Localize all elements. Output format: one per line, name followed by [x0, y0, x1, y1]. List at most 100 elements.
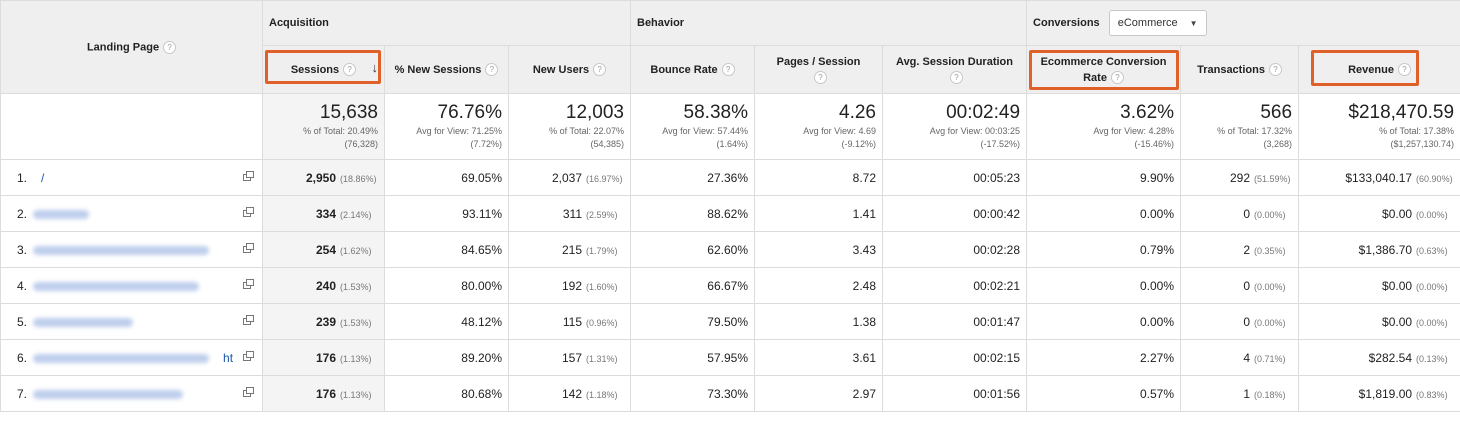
row-index: 5. [17, 314, 28, 329]
open-external-icon[interactable] [243, 387, 254, 397]
open-external-icon[interactable] [243, 315, 254, 325]
pct-new-sessions-cell: 93.11% [384, 195, 509, 232]
transactions-cell: 0 (0.00%) [1180, 303, 1300, 340]
pages-session-cell: 2.48 [754, 267, 883, 304]
help-icon[interactable]: ? [1268, 63, 1282, 77]
conversions-group-header: Conversions eCommerce ▼ [1026, 0, 1460, 46]
revenue-cell: $1,386.70 (0.63%) [1298, 231, 1460, 268]
ecommerce-rate-cell: 2.27% [1026, 339, 1182, 376]
pages-session-cell: 2.97 [754, 375, 883, 412]
redacted-url[interactable] [33, 245, 210, 255]
new-users-column-header[interactable]: New Users? [508, 45, 631, 94]
conversions-dropdown[interactable]: eCommerce ▼ [1108, 10, 1207, 36]
pct-new-sessions-column-header[interactable]: % New Sessions? [384, 45, 509, 94]
ecommerce-rate-highlight-box [1029, 50, 1180, 90]
help-icon[interactable]: ? [163, 40, 177, 54]
avg-duration-cell: 00:01:47 [881, 303, 1028, 340]
ecommerce-rate-cell: 0.00% [1026, 267, 1182, 304]
report-table: Landing Page? Acquisition Behavior Conve… [0, 0, 1460, 412]
pct-new-sessions-cell: 80.00% [384, 267, 509, 304]
new-users-cell: 142 (1.18%) [508, 375, 631, 412]
total-transactions: 566% of Total: 17.32% (3,268) [1180, 93, 1300, 160]
sessions-cell: 254 (1.62%) [262, 231, 385, 268]
pages-session-cell: 3.43 [754, 231, 883, 268]
avg-duration-cell: 00:05:23 [881, 159, 1028, 196]
redacted-url[interactable] [33, 353, 210, 363]
help-icon[interactable]: ? [814, 71, 827, 85]
help-icon[interactable]: ? [1397, 63, 1411, 77]
landing-page-cell: 3. [0, 231, 263, 268]
avg-session-duration-column-header[interactable]: Avg. Session Duration? [881, 45, 1028, 94]
sort-descending-icon[interactable]: ↓ [371, 60, 379, 75]
row-index: 1. [17, 170, 28, 185]
revenue-cell: $133,040.17 (60.90%) [1298, 159, 1460, 196]
landing-page-link[interactable]: / [41, 170, 45, 185]
revenue-cell: $0.00 (0.00%) [1298, 267, 1460, 304]
landing-page-cell: 1. / [0, 159, 263, 196]
help-icon[interactable]: ? [485, 63, 499, 77]
total-bounce-rate: 58.38% Avg for View: 57.44% (1.64%) [630, 93, 755, 160]
bounce-rate-column-header[interactable]: Bounce Rate? [630, 45, 755, 94]
ecommerce-rate-cell: 9.90% [1026, 159, 1182, 196]
row-index: 3. [17, 242, 28, 257]
sessions-cell: 2,950 (18.86%) [262, 159, 385, 196]
pages-session-column-header[interactable]: Pages / Session? [754, 45, 883, 94]
transactions-cell: 292 (51.59%) [1180, 159, 1300, 196]
revenue-column-header[interactable]: Revenue? [1298, 45, 1460, 94]
open-external-icon[interactable] [243, 207, 254, 217]
pct-new-sessions-cell: 89.20% [384, 339, 509, 376]
table-row: 3. 254 (1.62%) 84.65% 215 (1.79%) 62.60% 3.43 00… [0, 231, 1460, 268]
avg-duration-cell: 00:00:42 [881, 195, 1028, 232]
sessions-column-header[interactable]: Sessions? ↓ [262, 45, 385, 94]
open-external-icon[interactable] [243, 279, 254, 289]
landing-page-header[interactable]: Landing Page? [0, 0, 263, 94]
table-row: 7. 176 (1.13%) 80.68% 142 (1.18%) 73.30% 2.97 00… [0, 375, 1460, 412]
help-icon[interactable]: ? [721, 63, 735, 77]
landing-page-cell: 6. ht [0, 339, 263, 376]
bounce-rate-cell: 62.60% [630, 231, 755, 268]
total-pct-new-sessions: 76.76% Avg for View: 71.25% (7.72%) [384, 93, 509, 160]
open-external-icon[interactable] [243, 351, 254, 361]
ecommerce-rate-cell: 0.79% [1026, 231, 1182, 268]
transactions-cell: 0 (0.00%) [1180, 267, 1300, 304]
new-users-cell: 157 (1.31%) [508, 339, 631, 376]
bounce-rate-cell: 57.95% [630, 339, 755, 376]
new-users-cell: 115 (0.96%) [508, 303, 631, 340]
redacted-url[interactable] [33, 389, 184, 399]
revenue-cell: $0.00 (0.00%) [1298, 303, 1460, 340]
revenue-cell: $0.00 (0.00%) [1298, 195, 1460, 232]
transactions-cell: 1 (0.18%) [1180, 375, 1300, 412]
landing-page-cell: 7. [0, 375, 263, 412]
revenue-highlight-box [1311, 50, 1420, 86]
pct-new-sessions-cell: 69.05% [384, 159, 509, 196]
landing-page-link[interactable]: ht [223, 350, 234, 365]
bounce-rate-cell: 79.50% [630, 303, 755, 340]
help-icon[interactable]: ? [950, 71, 964, 85]
redacted-url[interactable] [33, 281, 200, 291]
redacted-url[interactable] [33, 317, 134, 327]
avg-duration-cell: 00:02:28 [881, 231, 1028, 268]
transactions-column-header[interactable]: Transactions? [1180, 45, 1300, 94]
help-icon[interactable]: ? [593, 63, 607, 77]
bounce-rate-cell: 27.36% [630, 159, 755, 196]
redacted-url[interactable] [33, 209, 90, 219]
open-external-icon[interactable] [243, 243, 254, 253]
sessions-cell: 176 (1.13%) [262, 375, 385, 412]
new-users-cell: 192 (1.60%) [508, 267, 631, 304]
row-index: 4. [17, 278, 28, 293]
landing-page-cell: 2. [0, 195, 263, 232]
ecommerce-rate-cell: 0.00% [1026, 303, 1182, 340]
bounce-rate-cell: 88.62% [630, 195, 755, 232]
ecommerce-conversion-rate-column-header[interactable]: Ecommerce Conversion Rate? [1026, 45, 1182, 94]
help-icon[interactable]: ? [343, 63, 357, 77]
help-icon[interactable]: ? [1110, 71, 1124, 85]
total-pages-session: 4.26 Avg for View: 4.69 (-9.12%) [754, 93, 883, 160]
sessions-cell: 176 (1.13%) [262, 339, 385, 376]
open-external-icon[interactable] [243, 171, 254, 181]
pages-session-cell: 8.72 [754, 159, 883, 196]
row-index: 6. [17, 350, 28, 365]
transactions-cell: 2 (0.35%) [1180, 231, 1300, 268]
new-users-cell: 311 (2.59%) [508, 195, 631, 232]
total-avg-duration: 00:02:49 Avg for View: 00:03:25 (-17.52%) [881, 93, 1028, 160]
acquisition-group-header: Acquisition [262, 0, 631, 46]
